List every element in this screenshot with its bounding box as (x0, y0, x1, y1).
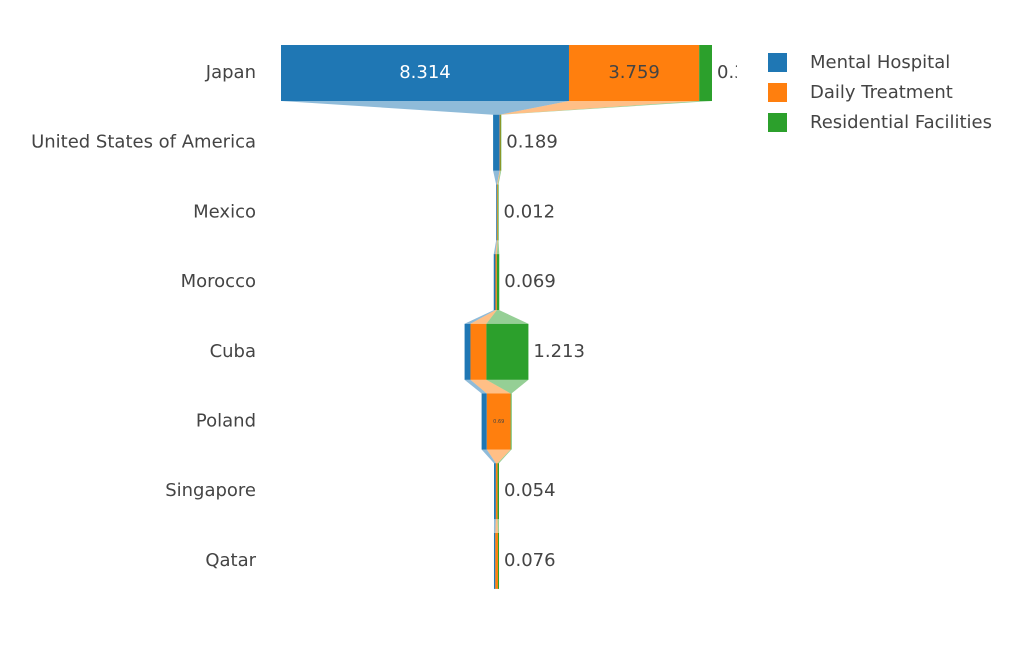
connector (486, 310, 529, 324)
funnel-segment (493, 114, 500, 171)
connector (481, 449, 496, 464)
funnel-segment (481, 393, 487, 450)
funnel-segment (496, 254, 500, 311)
funnel-segment (500, 114, 502, 171)
funnel-segment (497, 463, 499, 520)
funnel-segment (495, 532, 498, 589)
category-label: Mexico (193, 201, 256, 222)
category-label: Qatar (205, 550, 256, 571)
funnel-segment (568, 45, 700, 101)
connector (495, 519, 498, 533)
funnel-segment (486, 393, 511, 450)
connector (500, 101, 712, 115)
category-label: Poland (196, 411, 256, 432)
value-label: 3.759 (608, 62, 660, 83)
connector (497, 519, 500, 533)
funnel-segment (493, 254, 496, 311)
funnel-segment (499, 114, 501, 171)
connector (496, 170, 501, 185)
value-label: 8.314 (399, 62, 451, 83)
legend-swatch (768, 113, 787, 132)
connector (486, 379, 529, 394)
connector (493, 240, 497, 255)
funnel-segment (464, 323, 471, 380)
funnel-segment (495, 463, 498, 520)
funnel-segment (486, 323, 529, 380)
funnel-segment (496, 184, 497, 241)
value-label: 1.213 (533, 341, 585, 362)
funnel-segment (495, 254, 497, 311)
category-label: Japan (205, 62, 256, 83)
connector (496, 240, 500, 255)
value-label: 0.076 (504, 550, 556, 571)
funnel-segment (494, 463, 496, 520)
connector (497, 449, 512, 464)
value-label: 0.069 (504, 271, 556, 292)
funnel-segment (497, 184, 499, 241)
connector (470, 310, 497, 324)
category-label: Cuba (210, 341, 256, 362)
connector (464, 310, 496, 324)
connector (281, 101, 569, 115)
connector (497, 170, 502, 185)
value-label: 0.189 (506, 132, 558, 153)
connector (486, 449, 511, 464)
funnel-segment (497, 532, 500, 589)
connector (493, 170, 500, 185)
connector (499, 101, 700, 115)
connector (464, 379, 487, 394)
legend-label: Mental Hospital (810, 52, 950, 73)
legend-label: Residential Facilities (810, 112, 992, 133)
connector (470, 379, 511, 394)
value-label: 0.012 (504, 201, 556, 222)
legend-swatch (768, 83, 787, 102)
legend-swatch (768, 53, 787, 72)
value-label: 0.69 (493, 419, 504, 425)
category-label: United States of America (31, 132, 256, 153)
category-label: Morocco (181, 271, 256, 292)
funnel-segment (493, 532, 496, 589)
funnel-segment (496, 184, 498, 241)
category-label: Singapore (165, 480, 256, 501)
connector (495, 240, 498, 255)
legend-label: Daily Treatment (810, 82, 953, 103)
connector (493, 519, 496, 533)
value-label: 0.37 (717, 62, 757, 83)
funnel-segment (281, 45, 569, 101)
value-label: 0.054 (504, 480, 556, 501)
funnel-segment (510, 393, 512, 450)
funnel-segment (470, 323, 487, 380)
funnel-segment (699, 45, 712, 101)
